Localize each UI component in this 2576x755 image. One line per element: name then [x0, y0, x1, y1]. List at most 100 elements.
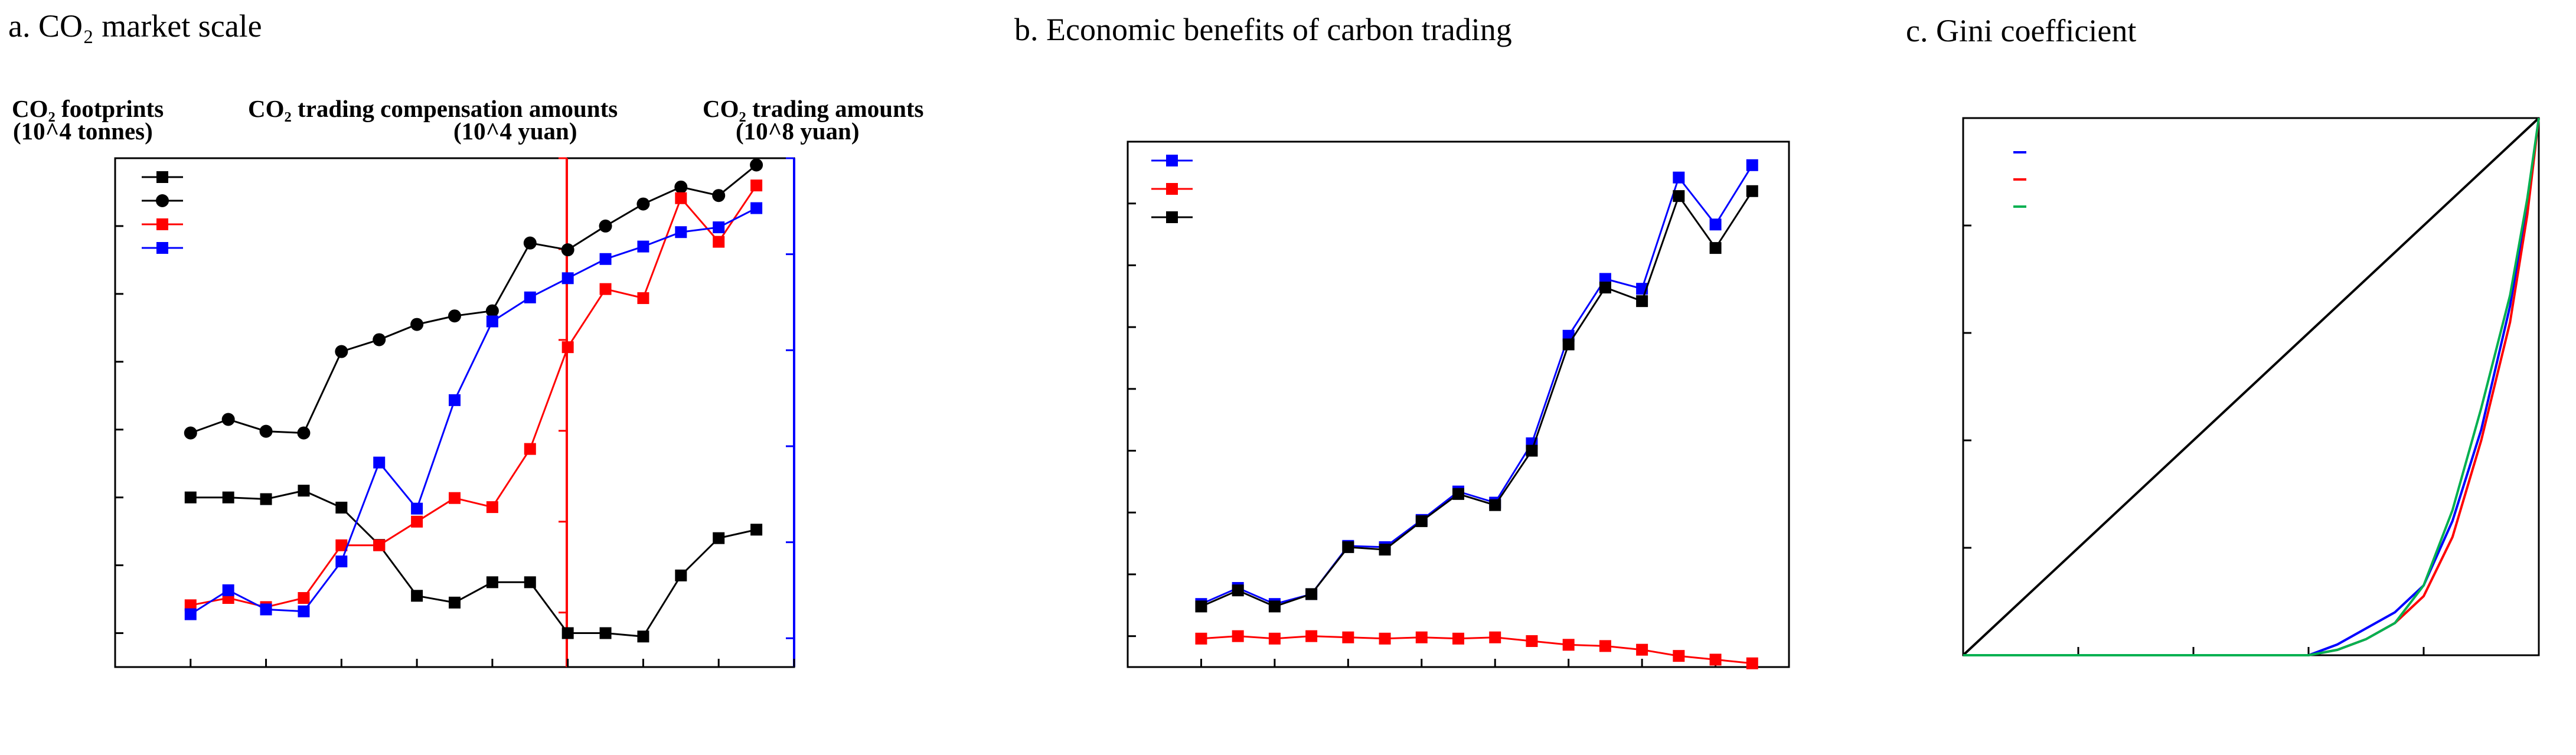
- panel-a-legend-marker-3: [156, 242, 168, 254]
- panel-a-series-line-3: [190, 207, 757, 615]
- panel-a-point-s3-11: [599, 253, 612, 265]
- panel-a-point-s3-6: [411, 502, 423, 515]
- panel-a-point-s3-1: [222, 584, 234, 596]
- panel-a-legend-marker-2: [156, 218, 168, 230]
- panel-a-point-s0-7: [449, 596, 461, 609]
- panel-b-legend-marker-0: [1166, 155, 1178, 166]
- panel-a-chart: [114, 157, 795, 668]
- panel-a-right-axis-unit: (10^8 yuan): [736, 117, 859, 145]
- panel-a-point-s0-0: [184, 491, 197, 504]
- panel-a-point-s2-5: [373, 539, 386, 551]
- panel-a-point-s0-9: [524, 576, 536, 589]
- panel-b-legend-marker-2: [1166, 211, 1178, 223]
- panel-a-point-s2-3: [298, 592, 310, 604]
- panel-b-point-s1-14: [1709, 653, 1722, 666]
- panel-a-point-s3-9: [524, 291, 536, 303]
- panel-a-point-s0-8: [486, 576, 498, 589]
- panel-b-point-s1-3: [1305, 630, 1318, 642]
- panel-a-point-s1-4: [335, 345, 348, 358]
- panel-b-point-s2-11: [1599, 282, 1611, 294]
- panel-a-point-s3-7: [449, 394, 461, 406]
- panel-a-point-s2-13: [675, 192, 687, 204]
- panel-a-point-s1-1: [221, 413, 235, 426]
- panel-a-point-s1-14: [712, 189, 726, 202]
- panel-b-point-s1-2: [1268, 632, 1281, 645]
- panel-a-point-s1-11: [599, 219, 612, 233]
- panel-a-legend-marker-0: [156, 171, 168, 183]
- panel-a-point-s3-2: [260, 603, 272, 616]
- panel-a-point-s1-9: [523, 236, 537, 250]
- panel-b-point-s2-3: [1305, 588, 1318, 600]
- panel-a-point-s3-4: [335, 555, 348, 568]
- panel-a-point-s3-15: [750, 202, 763, 214]
- panel-c-chart: [1962, 117, 2540, 656]
- panel-b-point-s0-13: [1673, 171, 1685, 184]
- panel-a-point-s1-8: [485, 304, 499, 318]
- panel-b-point-s2-4: [1342, 541, 1354, 553]
- panel-a-left-axis-unit: (10^4 tonnes): [13, 117, 153, 145]
- panel-a-point-s0-4: [335, 501, 348, 514]
- panel-b-series-line-0: [1200, 165, 1754, 605]
- panel-b-point-s2-12: [1636, 295, 1648, 308]
- panel-a-point-s1-10: [561, 243, 574, 257]
- panel-a-point-s2-6: [411, 515, 423, 528]
- panel-b-point-s2-10: [1562, 338, 1575, 351]
- panel-a-point-s2-11: [599, 283, 612, 295]
- panel-a-point-s1-3: [297, 426, 311, 440]
- panel-b-point-s1-1: [1232, 630, 1244, 642]
- panel-b-point-s1-8: [1489, 631, 1501, 643]
- panel-b-point-s2-5: [1379, 544, 1391, 556]
- panel-a-point-s3-8: [486, 315, 498, 328]
- panel-a-point-s3-5: [373, 456, 386, 469]
- panel-b-point-s1-10: [1562, 639, 1575, 651]
- panel-b-point-s1-15: [1746, 657, 1758, 669]
- panel-a-point-s0-2: [260, 493, 272, 505]
- panel-c-series-line-0: [1962, 117, 2540, 656]
- panel-a-series-line-1: [190, 164, 758, 434]
- panel-b-point-s1-12: [1636, 643, 1648, 656]
- panel-b-chart: [1127, 140, 1790, 669]
- panel-a-point-s1-7: [448, 309, 461, 323]
- panel-a-point-s2-4: [335, 539, 348, 551]
- panel-b-point-s1-11: [1599, 640, 1611, 652]
- panel-a-point-s1-6: [410, 318, 424, 331]
- panel-a-point-s2-9: [524, 443, 536, 455]
- panel-a-point-s0-6: [411, 590, 423, 602]
- panel-b-point-s2-1: [1232, 584, 1244, 597]
- panel-a-point-s3-12: [637, 240, 649, 253]
- panel-b-point-s1-0: [1195, 632, 1207, 645]
- panel-b-series-line-1: [1201, 635, 1752, 665]
- panel-a-point-s2-12: [637, 292, 649, 305]
- panel-a-left-axis-title: CO₂ footprints: [12, 95, 164, 122]
- panel-a-point-s2-8: [486, 501, 498, 514]
- panel-b-point-s1-13: [1673, 650, 1685, 662]
- panel-b-plot-frame: [1127, 140, 1790, 668]
- panel-b-point-s1-6: [1415, 631, 1428, 643]
- panel-b-point-s2-14: [1709, 242, 1722, 254]
- panel-b-legend-marker-1: [1166, 183, 1178, 195]
- panel-a-point-s3-0: [184, 608, 197, 620]
- panel-b-point-s0-14: [1709, 218, 1722, 231]
- panel-a-point-s1-0: [184, 426, 197, 440]
- panel-b-point-s0-15: [1746, 159, 1758, 171]
- panel-b-point-s1-7: [1452, 632, 1464, 645]
- panel-b-point-s2-15: [1746, 185, 1758, 197]
- panel-a-point-s0-3: [298, 485, 310, 497]
- panel-b-point-s2-9: [1526, 444, 1538, 457]
- panel-a-point-s0-13: [675, 569, 687, 581]
- panel-c-series-line-3: [1963, 117, 2540, 656]
- panel-a-legend-marker-1: [156, 194, 169, 207]
- panel-b-point-s2-13: [1673, 190, 1685, 202]
- panel-a-point-s0-12: [637, 630, 649, 643]
- panel-b-point-s2-0: [1195, 600, 1207, 613]
- panel-b-point-s1-4: [1342, 631, 1354, 643]
- panel-a-point-s3-3: [298, 605, 310, 617]
- panel-a-point-s1-2: [259, 424, 273, 438]
- panel-a-point-s3-13: [675, 226, 687, 238]
- panel-b-point-s2-8: [1489, 499, 1501, 511]
- panel-a-point-s1-13: [674, 180, 688, 194]
- panel-a-series-line-0: [190, 489, 757, 638]
- panel-b-point-s1-9: [1526, 635, 1538, 648]
- panel-a-point-s0-14: [713, 532, 725, 544]
